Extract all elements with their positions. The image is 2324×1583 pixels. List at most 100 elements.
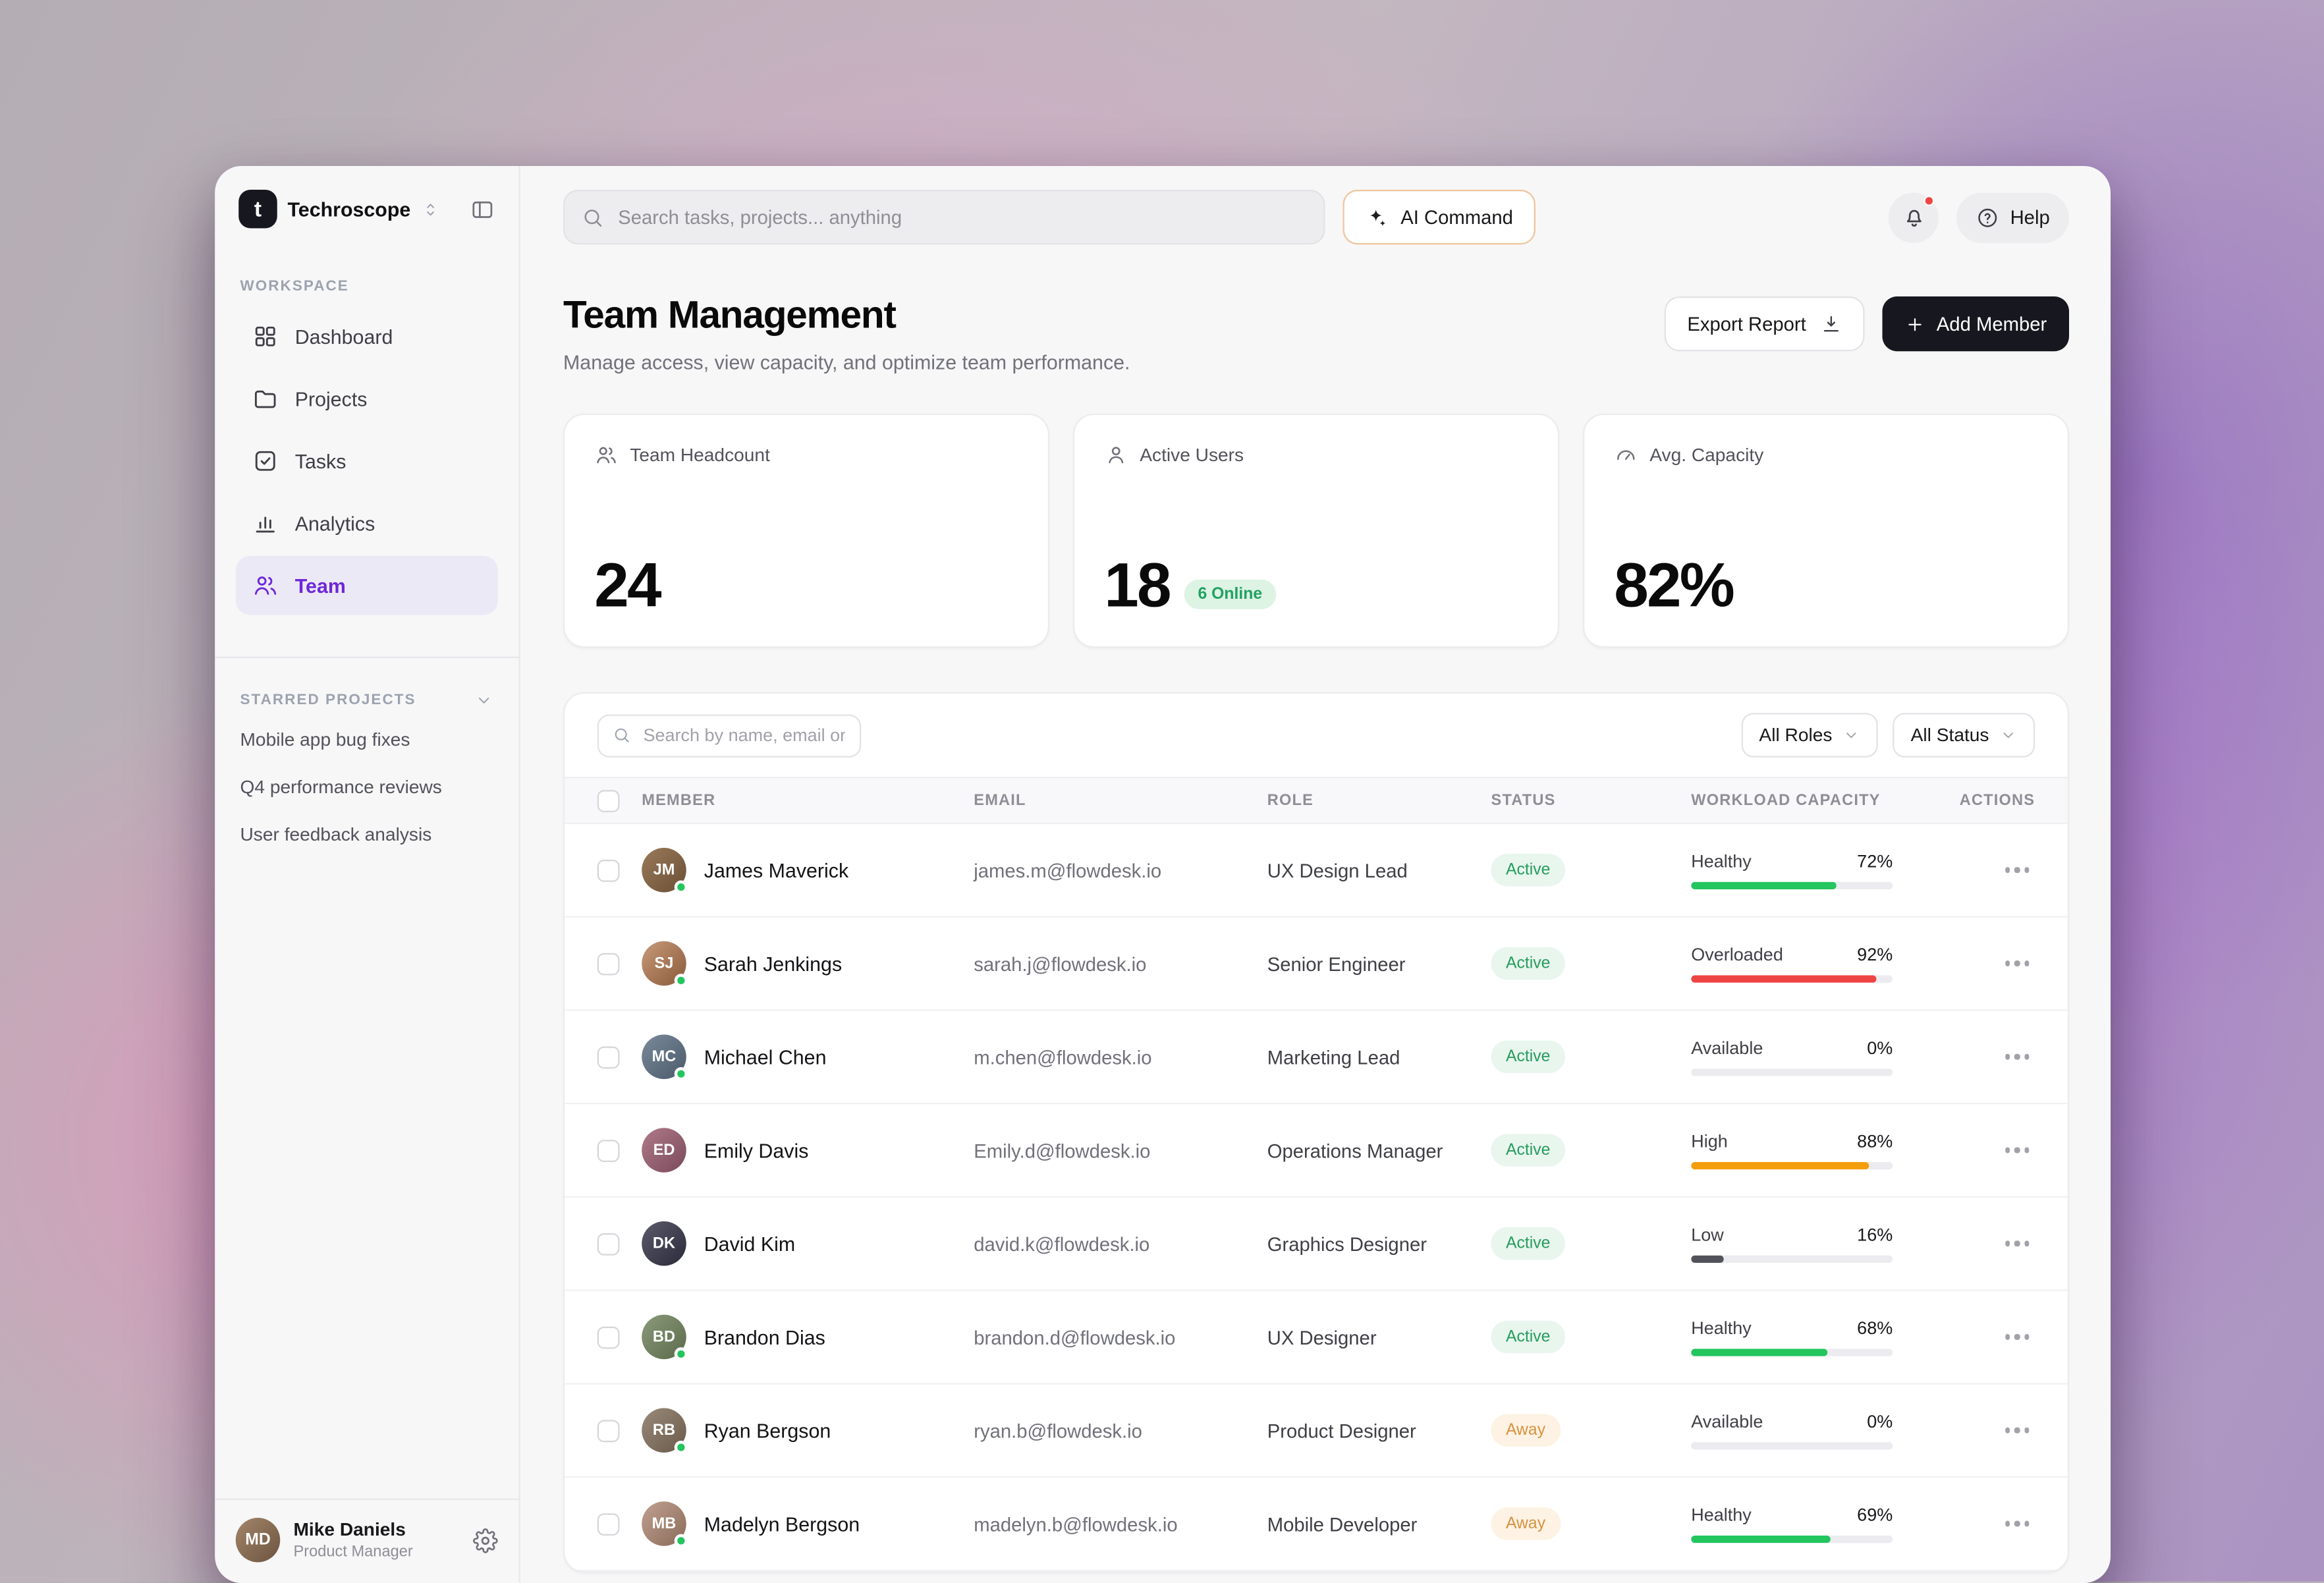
stat-card-active-users: Active Users 18 6 Online (1073, 413, 1559, 648)
workspace-switcher[interactable]: t Techroscope (236, 187, 498, 229)
column-header: EMAIL (974, 791, 1026, 810)
workload-label: Available (1691, 1411, 1763, 1432)
add-member-button[interactable]: Add Member (1881, 296, 2069, 352)
workload-bar-fill (1691, 1536, 1831, 1543)
workload-bar (1691, 1255, 1893, 1263)
stat-card-avg-capacity: Avg. Capacity 82% (1583, 413, 2069, 648)
row-actions-button[interactable] (1996, 1232, 2038, 1255)
row-checkbox[interactable] (597, 952, 620, 975)
workload-cell: Healthy 68% (1691, 1318, 1893, 1356)
workload-label: Healthy (1691, 850, 1752, 872)
sidebar-item-analytics[interactable]: Analytics (236, 493, 498, 553)
ai-command-button[interactable]: AI Command (1342, 190, 1536, 245)
online-dot (674, 1441, 688, 1455)
app-logo-letter: t (254, 196, 262, 222)
sidebar-item-projects[interactable]: Projects (236, 369, 498, 428)
users-icon (254, 576, 277, 595)
stat-cards: Team Headcount 24 Active Users 18 6 Onli… (520, 374, 2111, 648)
row-checkbox[interactable] (597, 1419, 620, 1442)
table-filters: All Roles All Status (1741, 713, 2035, 758)
member-name: James Maverick (704, 858, 849, 881)
workload-bar-fill (1691, 975, 1877, 983)
online-badge: 6 Online (1184, 579, 1276, 609)
workload-percent: 16% (1857, 1224, 1893, 1246)
sidebar-user-footer[interactable]: MD Mike Daniels Product Manager (215, 1498, 519, 1565)
sidebar-divider (215, 656, 519, 658)
table-search-input[interactable] (597, 713, 862, 757)
row-actions-button[interactable] (1996, 1045, 2038, 1069)
row-checkbox[interactable] (597, 1232, 620, 1255)
status-filter-dropdown[interactable]: All Status (1893, 713, 2035, 758)
avatar: BD (642, 1314, 688, 1361)
row-checkbox[interactable] (597, 1045, 620, 1069)
row-actions-button[interactable] (1996, 1139, 2038, 1162)
row-checkbox[interactable] (597, 858, 620, 881)
notifications-button[interactable] (1889, 192, 1939, 242)
app-window: t Techroscope WORKSPACE Dashboard Projec… (215, 166, 2111, 1583)
online-dot (674, 1347, 688, 1361)
help-button[interactable]: Help (1956, 192, 2069, 242)
sidebar-nav: Dashboard Projects Tasks Analytics Team (235, 307, 498, 619)
workload-cell: Low 16% (1691, 1224, 1893, 1263)
row-actions-button[interactable] (1996, 1325, 2038, 1348)
stat-value: 82% (1614, 549, 1735, 620)
starred-project-item[interactable]: Mobile app bug fixes (240, 729, 410, 750)
starred-project-item[interactable]: Q4 performance reviews (240, 777, 442, 798)
status-badge: Active (1491, 1134, 1565, 1167)
chevron-down-icon[interactable] (474, 691, 493, 710)
member-role: Senior Engineer (1267, 952, 1406, 975)
sidebar-item-dashboard[interactable]: Dashboard (236, 307, 498, 366)
sidebar-item-tasks[interactable]: Tasks (236, 431, 498, 491)
workspace-section-label: WORKSPACE (240, 279, 349, 295)
roles-filter-dropdown[interactable]: All Roles (1741, 713, 1879, 758)
workload-cell: Healthy 72% (1691, 850, 1893, 889)
row-checkbox[interactable] (597, 1139, 620, 1161)
stat-value: 24 (594, 549, 661, 620)
starred-section-label: STARRED PROJECTS (240, 692, 416, 709)
sidebar-item-label: Analytics (294, 512, 375, 535)
member-cell: BD Brandon Dias (642, 1314, 974, 1361)
row-actions-button[interactable] (1996, 952, 2038, 975)
global-search-input[interactable] (563, 190, 1325, 245)
workspace-name: Techroscope (287, 198, 411, 221)
status-badge: Active (1491, 1040, 1565, 1073)
row-checkbox[interactable] (597, 1325, 620, 1348)
sidebar-item-team[interactable]: Team (235, 555, 498, 615)
member-role: Marketing Lead (1267, 1045, 1400, 1069)
row-checkbox[interactable] (597, 1513, 620, 1535)
member-email: madelyn.b@flowdesk.io (974, 1513, 1178, 1535)
workload-percent: 88% (1857, 1130, 1893, 1152)
workload-bar-fill (1691, 1348, 1829, 1356)
user-name: Mike Daniels (293, 1519, 406, 1540)
workload-cell: Available 0% (1691, 1411, 1893, 1450)
member-email: ryan.b@flowdesk.io (974, 1419, 1142, 1442)
roles-filter-label: All Roles (1759, 725, 1833, 746)
workload-cell: High 88% (1691, 1131, 1893, 1170)
workload-label: Available (1691, 1038, 1763, 1059)
member-role: UX Design Lead (1267, 858, 1408, 881)
online-dot (674, 1067, 688, 1081)
status-badge: Active (1491, 1227, 1565, 1260)
topbar: AI Command Help (520, 166, 2111, 245)
row-actions-button[interactable] (1996, 1419, 2038, 1442)
column-header: ACTIONS (1959, 791, 2035, 810)
stat-value: 18 (1104, 549, 1171, 620)
row-actions-button[interactable] (1996, 1513, 2038, 1536)
sidebar-toggle-icon[interactable] (470, 196, 495, 221)
member-email: david.k@flowdesk.io (974, 1232, 1150, 1255)
member-name: Ryan Bergson (704, 1419, 831, 1442)
tasks-icon (255, 451, 275, 471)
chevron-up-down-icon[interactable] (421, 200, 440, 219)
chevron-down-icon (2003, 733, 2013, 738)
main-content: AI Command Help Team Management Manage a… (520, 166, 2111, 1583)
export-report-button[interactable]: Export Report (1665, 296, 1864, 352)
settings-button[interactable] (473, 1527, 498, 1553)
avatar-initials: MB (651, 1514, 677, 1533)
user-icon (1109, 447, 1124, 464)
bar-chart-icon (256, 516, 275, 533)
row-actions-button[interactable] (1996, 858, 2038, 881)
select-all-checkbox[interactable] (597, 789, 620, 812)
online-dot (674, 880, 688, 894)
table-row: DK David Kim david.k@flowdesk.io Graphic… (565, 1198, 2068, 1291)
starred-project-item[interactable]: User feedback analysis (240, 824, 432, 845)
